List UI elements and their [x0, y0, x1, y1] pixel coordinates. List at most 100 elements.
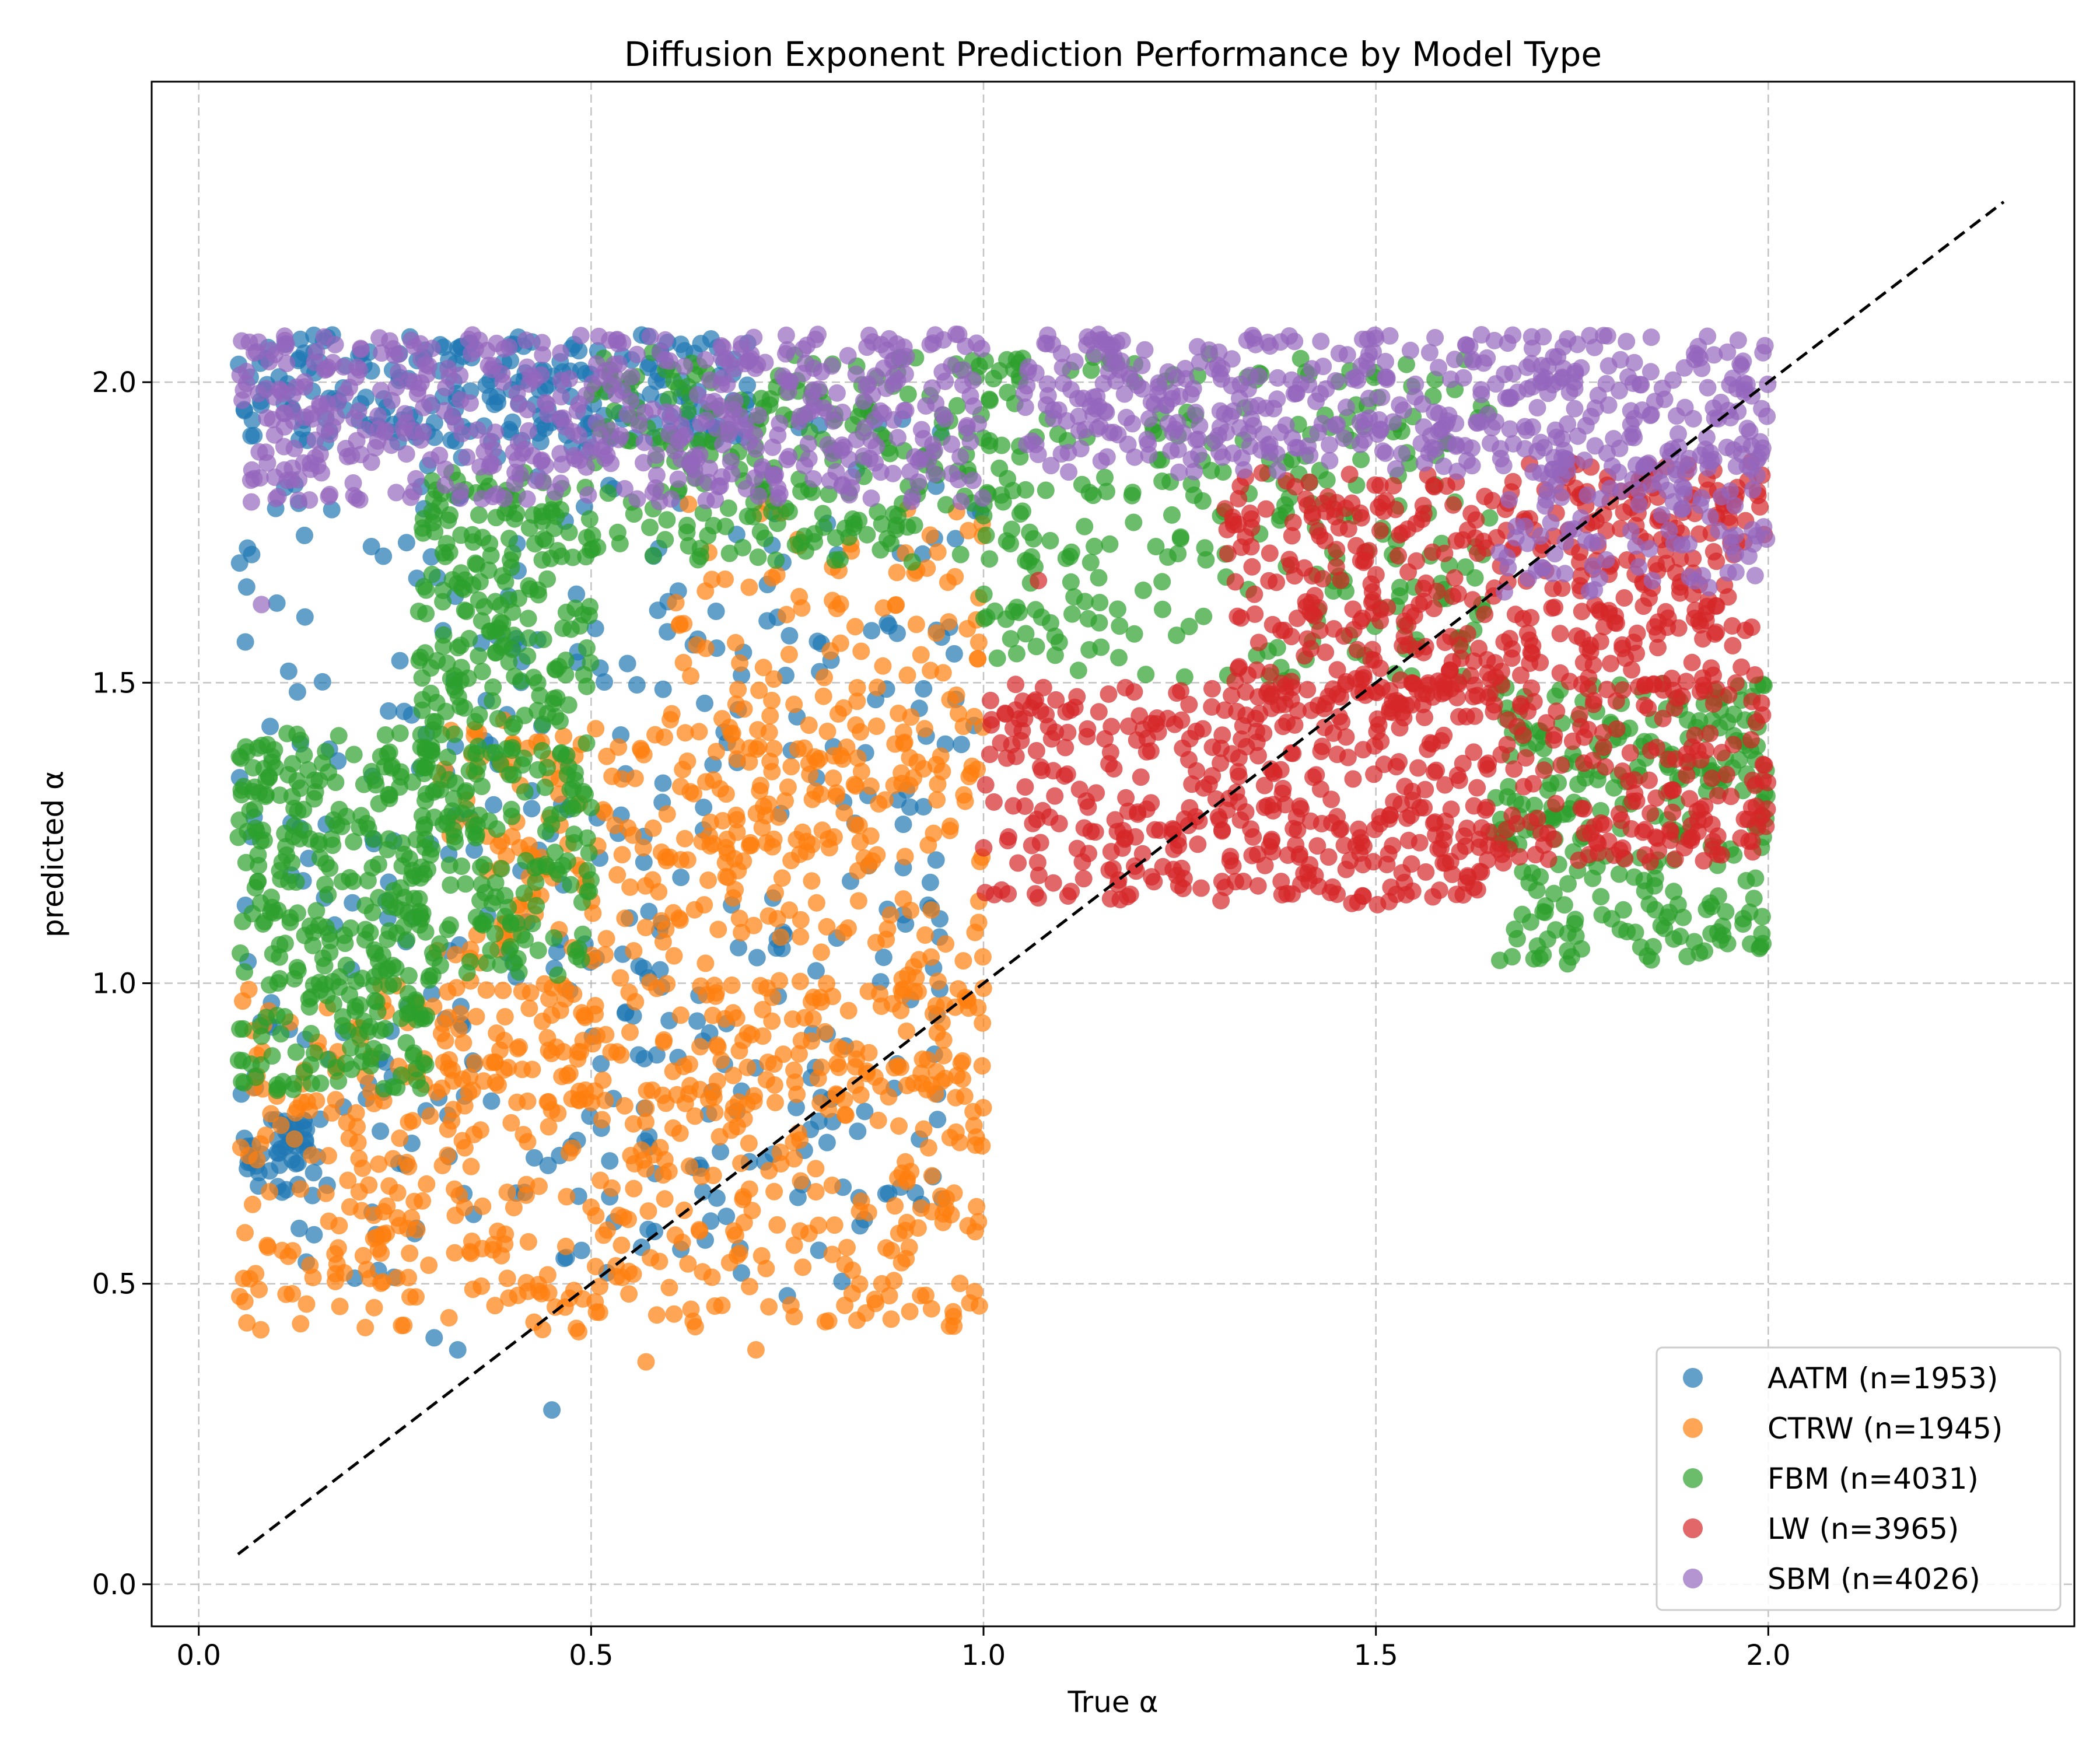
data-point — [1465, 676, 1483, 694]
data-point — [827, 529, 845, 547]
data-point — [410, 603, 428, 621]
data-point — [1030, 866, 1048, 884]
data-point — [284, 1242, 302, 1260]
data-point — [778, 341, 796, 359]
data-point — [874, 657, 892, 675]
data-point — [1678, 766, 1696, 784]
data-point — [463, 744, 481, 762]
data-point — [851, 833, 869, 851]
data-point — [327, 1091, 345, 1109]
data-point — [730, 939, 747, 957]
data-point — [1134, 582, 1152, 599]
data-point — [1297, 593, 1315, 611]
data-point — [728, 811, 746, 829]
data-point — [469, 758, 487, 776]
data-point — [757, 1259, 775, 1278]
data-point — [1138, 743, 1156, 761]
data-point — [1425, 600, 1443, 617]
data-point — [1594, 724, 1612, 741]
data-point — [317, 743, 335, 761]
data-point — [890, 1117, 908, 1135]
data-point — [1237, 528, 1255, 546]
data-point — [459, 669, 477, 687]
data-point — [370, 888, 388, 907]
data-point — [761, 390, 779, 408]
data-point — [1650, 842, 1668, 860]
data-point — [527, 873, 545, 891]
data-point — [408, 1011, 426, 1029]
data-point — [554, 620, 572, 637]
data-point — [921, 526, 939, 544]
data-point — [1681, 790, 1699, 808]
data-point — [522, 984, 540, 1002]
data-point — [932, 1187, 950, 1205]
data-point — [1058, 765, 1076, 783]
data-point — [1078, 727, 1096, 746]
data-point — [639, 1202, 657, 1220]
data-point — [586, 1258, 604, 1276]
data-point — [292, 1315, 310, 1333]
data-point — [485, 357, 503, 374]
data-point — [1216, 878, 1234, 897]
data-point — [1602, 654, 1619, 673]
data-point — [1746, 869, 1765, 887]
data-point — [676, 358, 694, 376]
data-point — [237, 578, 256, 596]
data-point — [1017, 481, 1035, 499]
data-point — [905, 983, 923, 1001]
data-point — [816, 1023, 834, 1041]
data-point — [546, 844, 564, 862]
data-point — [552, 344, 570, 362]
data-point — [1073, 853, 1091, 871]
data-point — [298, 1121, 316, 1139]
data-point — [945, 645, 963, 663]
data-point — [668, 1086, 686, 1104]
data-point — [710, 1128, 729, 1146]
data-point — [486, 925, 504, 943]
data-point — [526, 371, 544, 388]
data-point — [568, 947, 586, 965]
data-point — [289, 961, 307, 979]
data-point — [245, 426, 263, 444]
data-point — [1096, 468, 1114, 487]
data-point — [1180, 751, 1198, 769]
data-point — [820, 485, 838, 503]
data-point — [555, 727, 573, 746]
data-point — [1014, 692, 1032, 710]
data-point — [777, 326, 795, 344]
data-point — [754, 461, 772, 479]
data-point — [464, 533, 482, 551]
data-point — [738, 1058, 757, 1076]
data-point — [1082, 361, 1100, 379]
data-point — [347, 368, 365, 386]
data-point — [664, 1119, 682, 1137]
data-point — [1106, 811, 1124, 829]
data-point — [1209, 808, 1227, 825]
data-point — [319, 886, 337, 904]
data-point — [1636, 846, 1654, 864]
data-point — [377, 961, 396, 979]
data-point — [1127, 862, 1145, 880]
data-point — [1384, 692, 1402, 710]
data-point — [478, 954, 496, 972]
data-point — [344, 474, 362, 492]
data-point — [614, 382, 631, 400]
data-point — [1714, 926, 1732, 944]
data-point — [968, 650, 986, 668]
data-point — [1657, 603, 1675, 621]
data-point — [1243, 846, 1261, 864]
data-point — [356, 421, 374, 439]
data-point — [716, 853, 734, 872]
data-point — [898, 666, 916, 684]
data-point — [1560, 673, 1578, 691]
data-point — [235, 1269, 253, 1287]
data-point — [1744, 771, 1762, 789]
data-point — [235, 381, 253, 399]
data-point — [823, 1245, 841, 1264]
data-point — [412, 1079, 430, 1097]
data-point — [439, 1146, 457, 1164]
data-point — [523, 915, 541, 933]
data-point — [398, 1154, 416, 1171]
data-point — [1041, 531, 1059, 550]
data-point — [656, 1190, 674, 1208]
